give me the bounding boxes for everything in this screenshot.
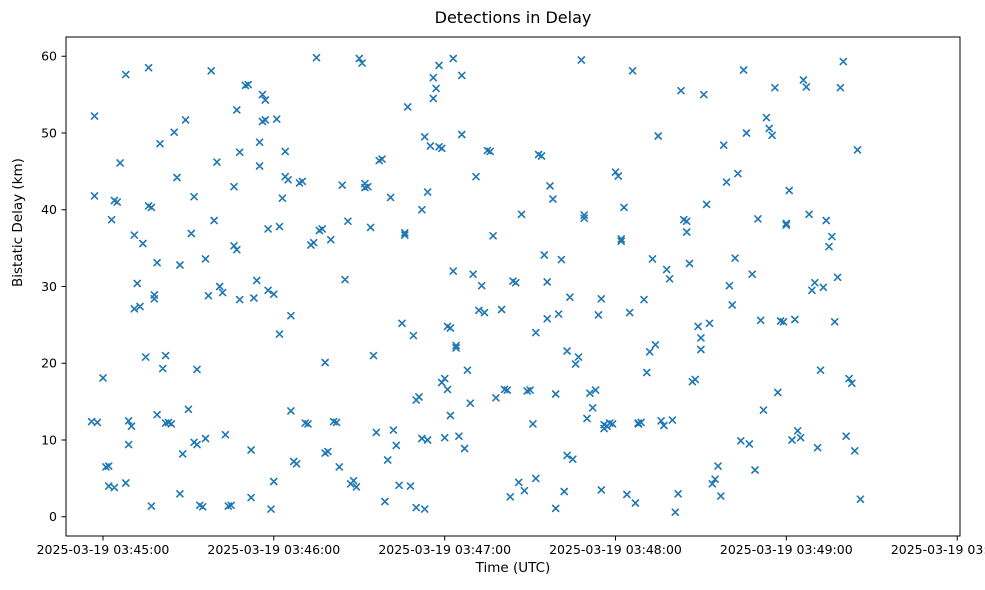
y-tick-label: 60 bbox=[41, 49, 57, 64]
y-tick-label: 40 bbox=[41, 202, 57, 217]
x-axis-label: Time (UTC) bbox=[475, 560, 551, 576]
y-tick-label: 0 bbox=[49, 509, 57, 524]
x-tick-label: 2025-03-19 03:49:00 bbox=[720, 542, 853, 557]
y-tick-label: 10 bbox=[41, 432, 57, 447]
scatter-points bbox=[87, 53, 865, 516]
x-tick-label: 2025-03-19 03:45:00 bbox=[37, 542, 170, 557]
axes-spines bbox=[65, 36, 961, 537]
x-tick-label: 2025-03-19 03:47:00 bbox=[378, 542, 511, 557]
chart-title: Detections in Delay bbox=[434, 8, 592, 27]
y-tick-label: 20 bbox=[41, 356, 57, 371]
y-tick-label: 50 bbox=[41, 125, 57, 140]
y-tick-label: 30 bbox=[41, 279, 57, 294]
x-tick-label: 2025-03-19 03:50:00 bbox=[891, 542, 985, 557]
tick-marks bbox=[61, 55, 958, 541]
x-tick-label: 2025-03-19 03:46:00 bbox=[207, 542, 340, 557]
x-tick-label: 2025-03-19 03:48:00 bbox=[549, 542, 682, 557]
